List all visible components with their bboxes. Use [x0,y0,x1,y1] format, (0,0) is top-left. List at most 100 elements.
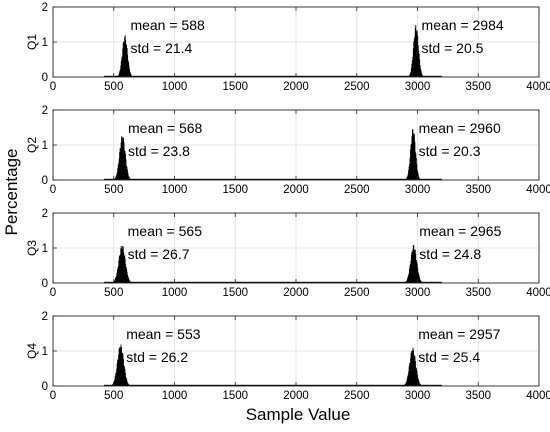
histogram-bar [115,372,117,386]
histogram-bar [416,164,418,180]
histogram-bar [413,350,414,386]
histogram-bar [111,384,113,386]
y-tick-label: 2 [42,311,48,323]
histogram-bar [405,281,407,283]
histogram-bar [126,271,128,283]
histogram-bar [120,344,122,386]
histogram-bar [122,42,124,77]
histogram-bar [406,177,408,180]
histogram-bar [418,382,420,386]
histogram-bar [419,178,421,180]
x-tick-label: 4000 [526,287,550,299]
figure-y-label: Percentage [2,149,21,236]
x-tick-label: 1500 [222,81,248,93]
y-tick-label: 0 [42,278,48,290]
noise-floor [104,384,442,386]
histogram-peak-2 [402,347,424,386]
histogram-bar [409,264,411,283]
panel-4: 0 500 1000 1500 2000 2500 3000 3500 4000 0 1 2 Q4 mea… [25,311,550,402]
histogram-bar [414,356,416,386]
noise-floor [104,178,442,180]
histogram-bar [127,383,129,386]
histogram-peak-1 [112,136,133,180]
x-tick-label: 3000 [405,184,431,196]
histogram-bar [411,351,413,386]
histogram-bar [125,165,127,180]
histogram-bar [414,27,416,77]
histogram-bar [122,138,124,180]
histogram-bar [129,281,131,283]
std-annotation-2: std = 20.5 [422,40,484,56]
histogram-bar [119,70,121,77]
histogram-bar [129,71,131,77]
x-tick-label: 500 [104,390,123,402]
x-tick-label: 3000 [405,390,431,402]
histogram-bar [410,358,412,386]
histogram-bar [419,383,421,386]
histogram-bar [410,260,412,283]
histogram-bar [124,373,126,386]
histogram-bar [415,158,417,180]
x-tick-label: 1500 [222,390,248,402]
histogram-bar [127,172,129,180]
histogram-bar [408,366,410,386]
histogram-bar [122,353,124,386]
histogram-bar [416,32,418,77]
y-tick-label: 2 [42,2,48,14]
histogram-bar [117,359,119,386]
histogram-bar [421,72,423,77]
histogram-bar [128,65,130,77]
histogram-bar [418,380,420,386]
histogram-bar [117,75,119,77]
histogram-bar [410,352,412,386]
histogram-bar [407,278,408,283]
noise-floor [104,281,442,283]
histogram-bar [420,280,422,283]
histogram-bar [128,385,130,386]
histogram-bar [117,75,119,77]
histogram-bar [419,279,421,283]
histogram-bar [123,358,124,386]
histogram-bar [414,151,416,180]
histogram-bar [416,263,418,283]
histogram-bar [128,384,130,386]
x-tick-label: 3500 [465,390,491,402]
histogram-bar [112,384,114,386]
histogram-bar [409,157,411,180]
histogram-bar [128,277,130,283]
histogram-bar [411,63,413,77]
histogram-bar [116,272,118,283]
histogram-bar [122,352,123,386]
histogram-bar [121,347,122,386]
histogram-bar [119,69,121,77]
histogram-bar [126,166,128,180]
histogram-peak-2 [403,245,424,283]
histogram-bar [413,250,415,283]
histogram-bar [410,67,412,77]
histogram-bar [414,361,416,386]
panel-y-label: Q3 [25,240,39,256]
histogram-bar [418,50,420,77]
histogram-bar [125,159,127,180]
x-tick-label: 0 [50,390,56,402]
histogram-bar [412,347,414,386]
histogram-bar [406,280,408,283]
histogram-bar [412,56,414,77]
x-tick-label: 4000 [526,81,550,93]
histogram-bar [120,248,122,283]
histogram-bar [116,368,118,386]
histogram-bar [415,153,417,180]
histogram-bar [417,267,419,283]
panel-y-label: Q2 [25,137,39,153]
histogram-bar [117,266,119,283]
x-tick-label: 1000 [162,390,188,402]
histogram-bar [408,170,410,180]
histogram-bar [410,71,412,77]
noise-floor [104,75,442,77]
histogram-bar [422,75,424,77]
histogram-bar [118,256,120,283]
histogram-bar [419,59,421,77]
histogram-bar [120,245,122,283]
histogram-bar [415,29,417,77]
histogram-bar [410,254,412,283]
